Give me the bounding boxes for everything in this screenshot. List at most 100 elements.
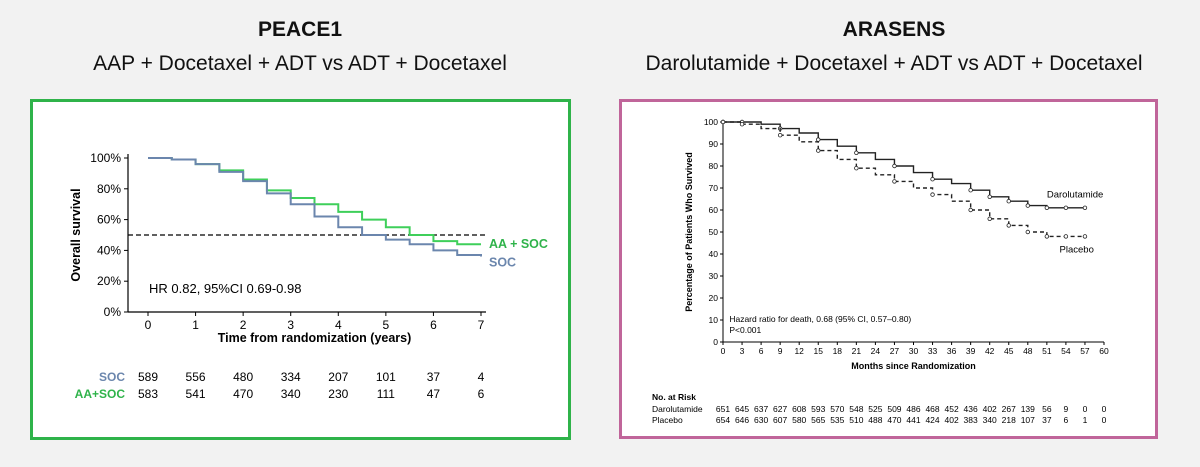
x-tick-label: 0	[721, 346, 726, 356]
risk-value: 510	[849, 415, 863, 425]
risk-row-label: SOC	[99, 370, 125, 384]
risk-value: 4	[478, 370, 485, 384]
risk-value: 383	[964, 415, 978, 425]
censor-mark	[1006, 198, 1011, 204]
risk-value: 589	[138, 370, 158, 384]
censor-mark	[930, 176, 935, 182]
x-tick-label: 54	[1061, 346, 1071, 356]
y-axis-title: Overall survival	[69, 188, 83, 281]
risk-row-label: Darolutamide	[652, 404, 703, 414]
risk-value: 646	[735, 415, 749, 425]
y-tick-label: 70	[709, 183, 719, 193]
risk-value: 480	[233, 370, 253, 384]
risk-value: 630	[754, 415, 768, 425]
risk-value: 37	[427, 370, 441, 384]
risk-value: 218	[1002, 415, 1016, 425]
risk-value: 334	[281, 370, 301, 384]
risk-value: 0	[1102, 404, 1107, 414]
x-tick-label: 60	[1099, 346, 1109, 356]
x-tick-label: 51	[1042, 346, 1052, 356]
risk-value: 101	[376, 370, 396, 384]
y-tick-label: 30	[709, 271, 719, 281]
risk-value: 627	[773, 404, 787, 414]
censor-mark	[987, 194, 992, 199]
censor-mark	[987, 216, 992, 221]
series-label-darolutamide: Darolutamide	[1047, 190, 1104, 201]
risk-value: 6	[1064, 415, 1069, 425]
risk-value: 637	[754, 404, 768, 414]
x-tick-label: 6	[430, 318, 437, 332]
risk-value: 0	[1102, 415, 1107, 425]
censor-mark	[854, 150, 859, 155]
risk-value: 424	[925, 415, 939, 425]
risk-value: 340	[281, 387, 301, 401]
risk-value: 608	[792, 404, 806, 414]
x-tick-label: 15	[814, 346, 824, 356]
risk-value: 207	[328, 370, 348, 384]
risk-value: 230	[328, 387, 348, 401]
risk-value: 436	[964, 404, 978, 414]
risk-value: 47	[427, 387, 441, 401]
censor-mark	[816, 148, 821, 153]
risk-value: 267	[1002, 404, 1016, 414]
risk-value: 340	[983, 415, 997, 425]
km-curve-soc	[148, 157, 482, 257]
censor-mark	[777, 133, 783, 138]
x-tick-label: 48	[1023, 346, 1033, 356]
y-tick-label: 40	[709, 249, 719, 259]
left-study-title: PEACE1	[257, 18, 343, 41]
y-tick-label: 60%	[97, 213, 121, 227]
risk-value: 580	[792, 415, 806, 425]
risk-value: 565	[811, 415, 825, 425]
censor-mark	[968, 187, 973, 193]
km-curve-darolutamide	[723, 121, 1085, 209]
series-label-aa-soc: AA + SOC	[489, 237, 548, 251]
risk-value: 470	[887, 415, 901, 425]
x-tick-label: 27	[890, 346, 900, 356]
risk-value: 651	[716, 404, 730, 414]
x-axis-title: Time from randomization (years)	[218, 331, 412, 345]
risk-value: 548	[849, 404, 863, 414]
risk-value: 607	[773, 415, 787, 425]
risk-value: 6	[478, 387, 485, 401]
risk-value: 0	[1083, 404, 1088, 414]
y-tick-label: 40%	[97, 243, 121, 257]
hazard-ratio-annotation: Hazard ratio for death, 0.68 (95% CI, 0.…	[729, 314, 911, 324]
risk-row-label: Placebo	[652, 415, 683, 425]
series-label-soc: SOC	[489, 256, 516, 270]
censor-mark	[1082, 205, 1088, 210]
risk-value: 468	[925, 404, 939, 414]
risk-value: 570	[830, 404, 844, 414]
x-axis-title: Months since Randomization	[851, 361, 976, 371]
risk-value: 645	[735, 404, 749, 414]
censor-mark	[1063, 234, 1069, 239]
y-tick-label: 0	[713, 337, 718, 347]
risk-value: 470	[233, 387, 253, 401]
x-tick-label: 0	[145, 318, 152, 332]
risk-value: 1	[1083, 415, 1088, 425]
censor-mark	[930, 192, 935, 197]
x-tick-label: 3	[740, 346, 745, 356]
km-curve-aa-soc	[148, 157, 481, 246]
risk-value: 556	[186, 370, 206, 384]
arasens-panel: 0 10 20 30 40 50 60 70 80 90 100 0 3 6 9 12 15 18 21 24 27 30…	[619, 99, 1158, 439]
censor-mark	[739, 122, 745, 127]
censor-mark	[720, 119, 726, 125]
censor-mark	[1006, 223, 1011, 228]
y-tick-label: 0%	[104, 305, 122, 319]
x-tick-label: 39	[966, 346, 976, 356]
censor-mark	[892, 163, 897, 169]
y-tick-label: 20	[709, 293, 719, 303]
x-tick-label: 3	[287, 318, 294, 332]
censor-mark	[1044, 205, 1050, 210]
y-tick-label: 100	[704, 117, 718, 127]
x-tick-label: 33	[928, 346, 938, 356]
y-tick-label: 50	[709, 227, 719, 237]
risk-value: 593	[811, 404, 825, 414]
risk-value: 535	[830, 415, 844, 425]
risk-value: 107	[1021, 415, 1035, 425]
risk-value: 111	[377, 387, 396, 401]
risk-value: 583	[138, 387, 158, 401]
y-tick-label: 10	[709, 315, 719, 325]
risk-value: 525	[868, 404, 882, 414]
